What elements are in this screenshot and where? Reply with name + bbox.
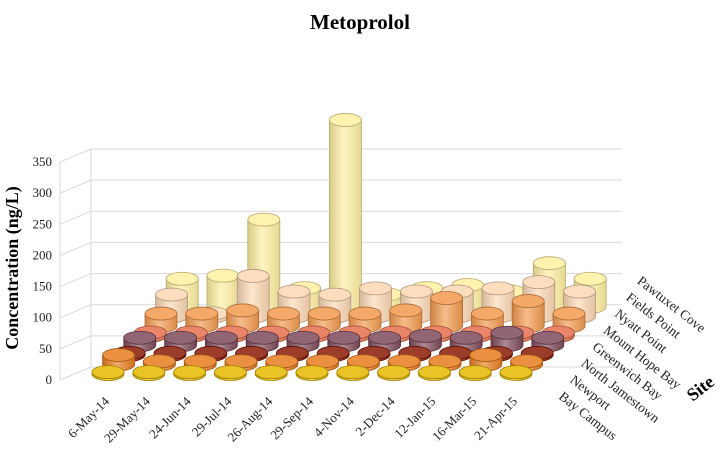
chart-title: Metoprolol	[310, 10, 410, 34]
bar	[254, 365, 288, 381]
bar	[417, 365, 451, 381]
y-tick-label: 100	[33, 310, 53, 325]
x-tick-label: 29-Sep-14	[267, 393, 316, 442]
x-axis-ticks: 6-May-1429-May-1424-Jun-1429-Jul-1426-Au…	[65, 393, 520, 445]
bars	[91, 113, 607, 381]
gridline	[59, 273, 92, 288]
y-axis-ticks: 0 50 100 150 200 250 300 350	[33, 154, 53, 387]
bar	[328, 113, 362, 314]
bar	[428, 354, 462, 372]
bar	[206, 268, 240, 314]
x-tick-label: 24-Jun-14	[146, 393, 194, 441]
gridline	[59, 148, 92, 163]
y-tick-label: 250	[33, 216, 53, 231]
bar	[204, 330, 238, 353]
bar	[213, 365, 247, 381]
bar	[173, 365, 207, 381]
gridline	[59, 241, 92, 256]
y-axis-title: Concentration (ng/L)	[2, 186, 23, 350]
bar	[132, 365, 166, 381]
y-tick-label: 0	[46, 372, 53, 387]
gridline	[59, 304, 92, 319]
gridline	[59, 179, 92, 194]
y-tick-label: 300	[33, 185, 53, 200]
y-tick-label: 50	[39, 341, 52, 356]
bar	[91, 365, 125, 381]
bar	[499, 365, 533, 381]
z-axis-title: Site	[683, 371, 718, 405]
gridline	[59, 335, 92, 350]
x-tick-label: 21-Apr-15	[471, 394, 520, 443]
bar	[295, 365, 329, 381]
x-tick-label: 16-Mar-15	[429, 394, 479, 444]
gridline	[59, 210, 92, 225]
y-tick-label: 350	[33, 154, 53, 169]
x-tick-label: 26-Aug-14	[224, 393, 275, 444]
bar	[336, 365, 370, 381]
x-tick-label: 4-Nov-14	[311, 393, 358, 440]
y-tick-label: 150	[33, 279, 53, 294]
bar	[377, 365, 411, 381]
bar	[458, 365, 492, 381]
y-tick-label: 200	[33, 247, 53, 262]
gridline	[59, 366, 92, 381]
x-tick-label: 2-Dec-14	[352, 393, 398, 439]
